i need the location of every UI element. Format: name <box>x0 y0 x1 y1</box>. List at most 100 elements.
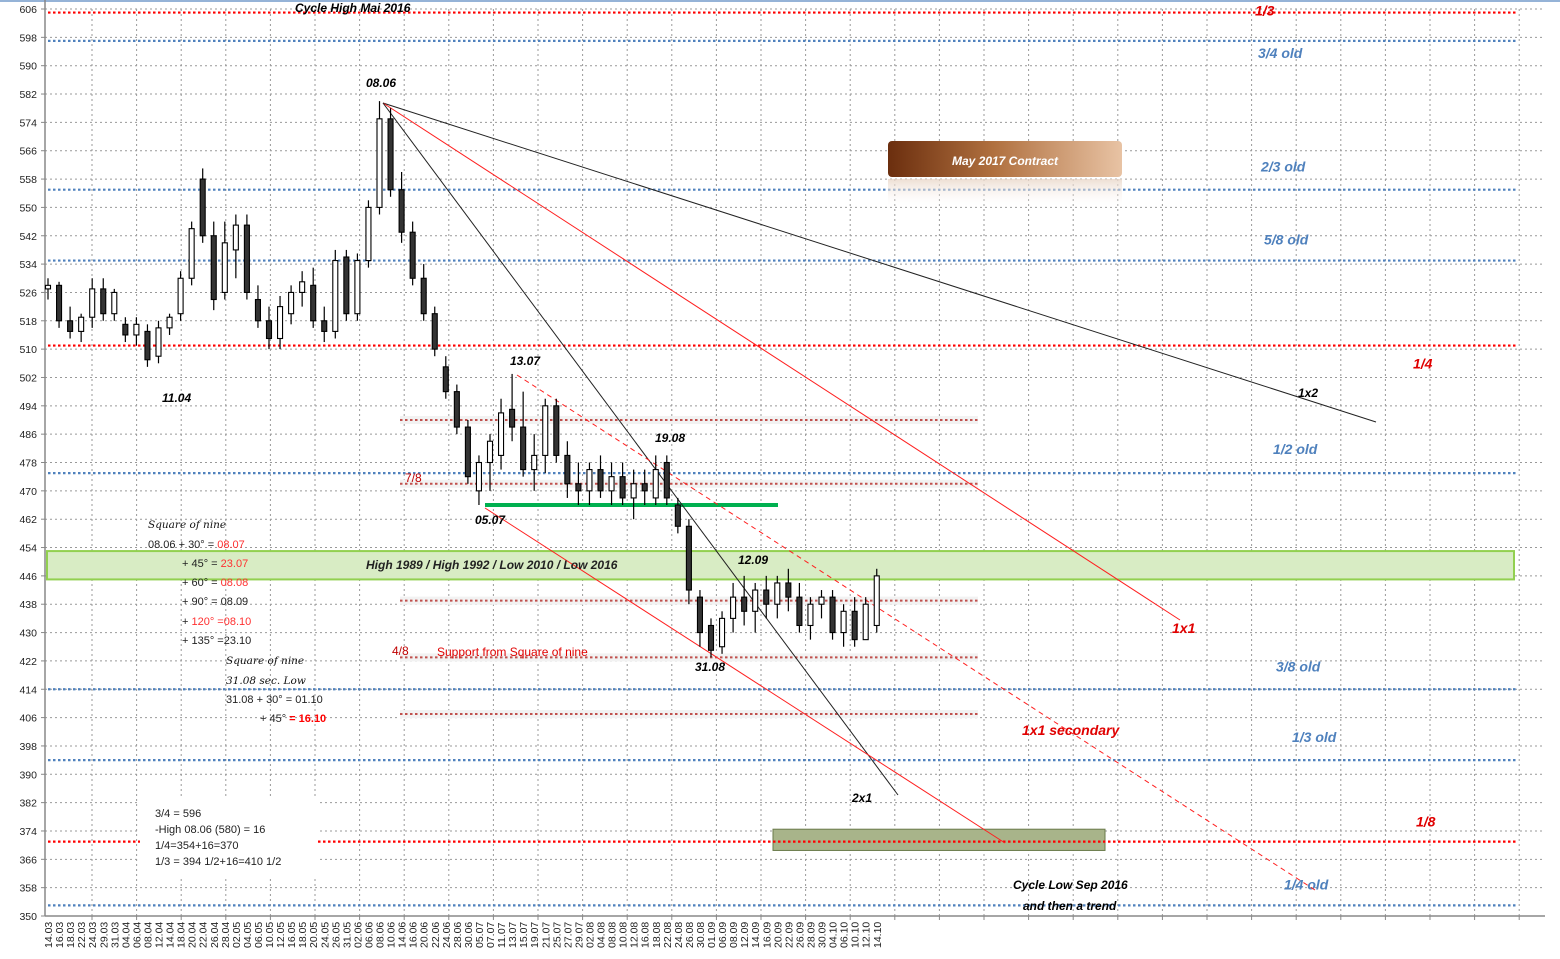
trend-line-1x2 <box>382 102 1377 423</box>
y-tick-label: 526 <box>19 287 37 299</box>
x-tick-label: 26.08 <box>684 922 696 948</box>
candle-body <box>100 288 107 315</box>
x-tick-label: 24.05 <box>319 922 331 948</box>
candle-body <box>807 603 814 627</box>
candle-body <box>785 582 792 598</box>
candle-body <box>420 277 427 315</box>
x-tick-label: 16.06 <box>408 922 420 948</box>
calc-line: 3/4 = 596 <box>155 808 201 820</box>
x-tick-label: 16.09 <box>761 922 773 948</box>
x-tick-label: 28.09 <box>805 922 817 948</box>
candle-body <box>343 256 350 315</box>
y-tick-label: 422 <box>19 656 37 668</box>
x-tick-label: 06.04 <box>131 922 143 948</box>
contract-badge-text: May 2017 Contract <box>952 154 1059 168</box>
candle-body <box>564 454 571 485</box>
y-tick-label: 590 <box>19 61 37 73</box>
y-tick-label: 558 <box>19 174 37 186</box>
candle-body <box>475 461 483 492</box>
x-tick-label: 21.07 <box>540 922 552 948</box>
candle-body <box>818 596 825 605</box>
x-tick-label: 22.09 <box>783 922 795 948</box>
pivot-label: 05.07 <box>475 513 506 527</box>
y-tick-label: 502 <box>19 372 37 384</box>
x-tick-label: 14.06 <box>397 922 409 948</box>
level-label: 1/8 <box>1416 814 1436 830</box>
candle-body <box>55 284 63 322</box>
calc-line: 1/4=354+16=370 <box>155 840 239 852</box>
x-tick-label: 08.06 <box>375 922 387 948</box>
y-tick-label: 510 <box>19 344 37 356</box>
x-tick-label: 25.07 <box>551 922 563 948</box>
axes: 606 598 590 582 574 566 558 550 542 534 526 518 510 5… <box>19 0 1545 948</box>
candle-body <box>685 525 692 591</box>
level-label: 1/3 <box>1255 3 1275 19</box>
candle-body <box>486 440 494 464</box>
x-tick-label: 19.07 <box>529 922 541 948</box>
y-tick-label: 350 <box>19 911 37 923</box>
trend-lines <box>382 102 1377 891</box>
contract-badge: May 2017 Contract <box>888 141 1122 209</box>
sq9-row: + 45° = 23.07 <box>182 558 248 570</box>
x-tick-label: 12.05 <box>275 922 287 948</box>
pivot-label: 11.04 <box>162 391 191 405</box>
sq9-row: + 120° =08.10 <box>182 616 251 628</box>
level-label: 1/4 <box>1413 356 1433 372</box>
target-zone <box>772 828 1106 851</box>
y-tick-label: 550 <box>19 202 37 214</box>
x-tick-label: 06.05 <box>253 922 265 948</box>
x-tick-label: 13.07 <box>507 922 519 948</box>
x-tick-label: 08.04 <box>142 922 154 948</box>
x-tick-label: 20.09 <box>772 922 784 948</box>
trend-label-1x1: 1x1 <box>1172 620 1196 636</box>
y-tick-label: 438 <box>19 599 37 611</box>
candle-body <box>542 405 549 456</box>
x-tick-label: 01.09 <box>706 922 718 948</box>
candle-body <box>310 284 317 322</box>
candle-body <box>177 277 184 315</box>
y-tick-label: 374 <box>19 826 37 838</box>
level-label-4-8: 4/8 <box>392 644 409 658</box>
candle-body <box>254 298 261 322</box>
y-tick-label: 414 <box>19 684 37 696</box>
y-tick-label: 366 <box>19 854 37 866</box>
candles <box>44 101 880 658</box>
candle-body <box>111 291 118 315</box>
x-tick-label: 02.08 <box>584 922 596 948</box>
candle-body <box>575 483 582 492</box>
y-tick-label: 406 <box>19 713 37 725</box>
x-tick-label: 10.08 <box>618 922 630 948</box>
candle-body <box>829 596 836 634</box>
y-tick-label: 582 <box>19 89 37 101</box>
x-tick-label: 24.06 <box>441 922 453 948</box>
candle-body <box>718 617 726 648</box>
candle-body <box>122 323 129 336</box>
y-tick-label: 470 <box>19 486 37 498</box>
pivot-label: 19.08 <box>655 431 685 445</box>
candle-body <box>464 426 471 478</box>
x-tick-label: 14.09 <box>750 922 762 948</box>
trend-label-1x2: 1x2 <box>1298 386 1318 400</box>
candle-body <box>630 483 637 499</box>
x-tick-label: 06.10 <box>839 922 851 948</box>
y-tick-label: 518 <box>19 316 37 328</box>
candle-body <box>741 596 748 612</box>
candle-body <box>553 405 560 456</box>
x-tick-label: 06.06 <box>363 922 375 948</box>
candle-body <box>166 316 173 329</box>
x-tick-label: 24.03 <box>87 922 99 948</box>
candle-body <box>144 330 151 361</box>
x-tick-label: 29.03 <box>98 922 110 948</box>
candle-body <box>398 189 405 233</box>
candle-body <box>243 224 250 293</box>
y-tick-label: 390 <box>19 769 37 781</box>
candle-body <box>409 231 416 279</box>
pivot-label: 31.08 <box>695 660 725 674</box>
square-of-nine-notes: Square of nine 08.06 + 30° = 08.07 + 45°… <box>148 519 326 725</box>
candle-body <box>586 469 593 492</box>
x-tick-label: 31.05 <box>341 922 353 948</box>
level-shadow <box>400 415 978 424</box>
candle-body <box>44 284 52 290</box>
x-tick-label: 22.08 <box>662 922 674 948</box>
level-label-7-8: 7/8 <box>405 471 422 485</box>
